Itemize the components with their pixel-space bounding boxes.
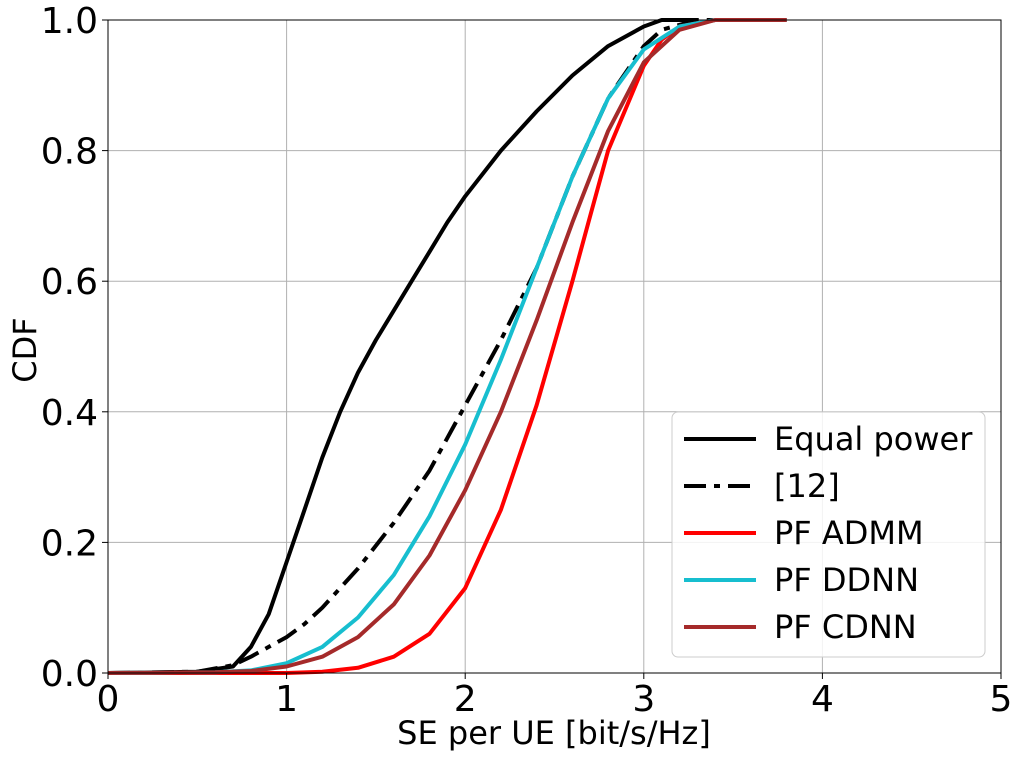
series-line-3 bbox=[107, 18, 787, 675]
y-axis-label: CDF bbox=[6, 317, 44, 382]
y-tick-label: 0.2 bbox=[41, 523, 98, 564]
series-line-0 bbox=[107, 18, 698, 675]
x-tick-label: 0 bbox=[97, 679, 120, 720]
x-axis-label: SE per UE [bit/s/Hz] bbox=[397, 714, 711, 752]
y-axis: 0.0 0.2 0.4 0.6 0.8 1.0 bbox=[41, 1, 108, 695]
y-tick-label: 1.0 bbox=[41, 1, 98, 42]
x-tick-label: 5 bbox=[990, 679, 1013, 720]
y-tick-label: 0.8 bbox=[41, 132, 98, 173]
legend-label-4: PF CDNN bbox=[774, 608, 917, 646]
x-tick-label: 1 bbox=[275, 679, 298, 720]
y-tick-label: 0.0 bbox=[41, 654, 98, 695]
x-tick-label: 3 bbox=[632, 679, 655, 720]
x-axis: 0 1 2 3 4 5 bbox=[97, 673, 1013, 720]
legend-label-1: [12] bbox=[774, 467, 840, 505]
series-line-4 bbox=[107, 18, 787, 675]
y-tick-label: 0.6 bbox=[41, 262, 98, 303]
legend-box bbox=[671, 411, 986, 658]
y-tick-label: 0.4 bbox=[41, 393, 98, 434]
x-tick-label: 2 bbox=[454, 679, 477, 720]
legend-label-3: PF DDNN bbox=[774, 561, 919, 599]
legend: Equal power [12] PF ADMM PF DDNN PF CDNN bbox=[671, 411, 986, 658]
legend-label-2: PF ADMM bbox=[774, 514, 924, 552]
series-line-1 bbox=[107, 18, 734, 675]
x-tick-label: 4 bbox=[811, 679, 834, 720]
legend-label-0: Equal power bbox=[774, 420, 973, 458]
plot-frame bbox=[107, 19, 1002, 674]
series-layer bbox=[107, 18, 787, 675]
